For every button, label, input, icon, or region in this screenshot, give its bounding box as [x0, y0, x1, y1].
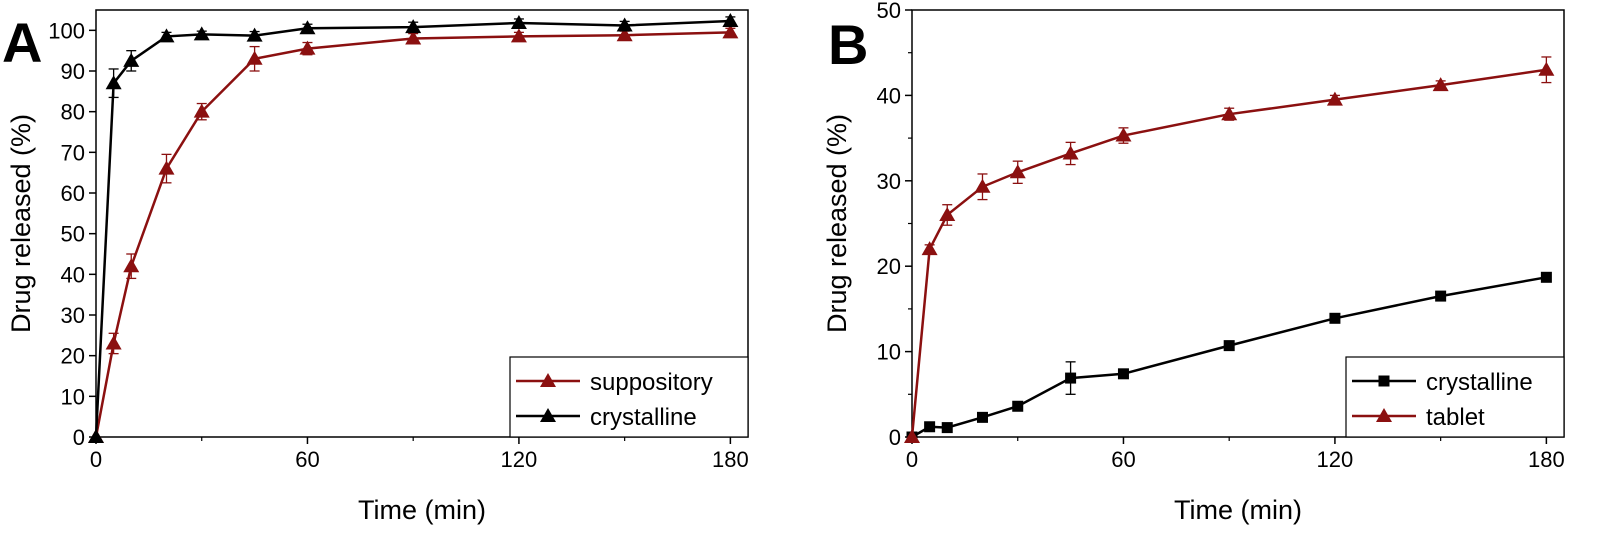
- y-tick-label: 10: [61, 384, 85, 409]
- y-tick-label: 40: [61, 262, 85, 287]
- y-tick-label: 90: [61, 59, 85, 84]
- y-tick-label: 20: [877, 254, 901, 279]
- data-point: [105, 75, 122, 90]
- data-point: [1065, 372, 1077, 384]
- data-point: [939, 206, 956, 221]
- data-point: [1326, 91, 1343, 106]
- panel-label: B: [828, 13, 868, 76]
- y-tick-label: 40: [877, 83, 901, 108]
- data-point: [1223, 340, 1235, 352]
- x-tick-label: 60: [1111, 447, 1135, 472]
- data-point: [722, 24, 739, 39]
- series-tablet: [904, 56, 1555, 443]
- y-tick-label: 50: [877, 0, 901, 23]
- y-tick-label: 30: [61, 303, 85, 328]
- data-point: [193, 103, 210, 118]
- x-tick-label: 120: [1317, 447, 1354, 472]
- data-point: [924, 421, 936, 433]
- data-point: [1329, 312, 1341, 324]
- data-point: [616, 17, 633, 32]
- y-tick-label: 30: [877, 169, 901, 194]
- series-crystalline: [88, 12, 739, 443]
- data-point: [1435, 290, 1447, 302]
- data-point: [246, 50, 263, 65]
- data-point: [88, 429, 104, 443]
- legend-label: crystalline: [1426, 369, 1533, 396]
- legend-marker: [1376, 408, 1392, 422]
- y-tick-label: 20: [61, 344, 85, 369]
- data-point: [193, 26, 210, 41]
- legend-label: tablet: [1426, 404, 1485, 431]
- data-point: [616, 27, 633, 42]
- data-point: [510, 15, 527, 30]
- data-point: [405, 30, 422, 45]
- y-tick-label: 80: [61, 100, 85, 125]
- data-point: [1221, 106, 1238, 121]
- x-axis-title: Time (min): [1174, 495, 1302, 525]
- data-point: [299, 20, 316, 35]
- legend-box: [509, 356, 749, 438]
- data-point: [976, 411, 988, 423]
- data-point: [1538, 61, 1555, 76]
- series-crystalline: [906, 271, 1552, 443]
- y-axis-title: Drug released (%): [6, 114, 36, 333]
- y-axis-title: Drug released (%): [822, 114, 852, 333]
- data-point: [123, 52, 140, 67]
- x-axis-title: Time (min): [358, 495, 486, 525]
- data-point: [158, 160, 175, 175]
- y-tick-label: 10: [877, 340, 901, 365]
- x-tick-label: 60: [295, 447, 319, 472]
- data-point: [246, 27, 263, 42]
- panel-label: A: [2, 11, 42, 74]
- data-point: [105, 335, 122, 350]
- data-point: [1115, 127, 1132, 142]
- plot-frame: [95, 9, 749, 438]
- legend: suppository crystalline: [509, 356, 749, 438]
- legend-label: suppository: [590, 369, 713, 396]
- chart-panel-a: A 0 10 20 30 40 50 60 70 80 90 100 0 60 120 180 Time (mi…: [2, 9, 749, 525]
- legend-box: [1345, 356, 1565, 438]
- legend-marker: [540, 373, 556, 387]
- legend-marker: [1378, 375, 1390, 387]
- data-point: [974, 178, 991, 193]
- legend: crystalline tablet: [1345, 356, 1565, 438]
- x-tick-label: 180: [1528, 447, 1565, 472]
- data-point: [1117, 368, 1129, 380]
- x-tick-label: 120: [501, 447, 538, 472]
- data-point: [941, 422, 953, 434]
- data-point: [1540, 271, 1552, 283]
- y-tick-label: 50: [61, 222, 85, 247]
- data-point: [158, 28, 175, 43]
- data-point: [510, 28, 527, 43]
- x-tick-label: 180: [712, 447, 749, 472]
- x-tick-label: 0: [90, 447, 102, 472]
- y-tick-label: 70: [61, 140, 85, 165]
- data-point: [722, 12, 739, 27]
- data-point: [299, 40, 316, 55]
- chart-panel-b: B 0 10 20 30 40 50 0 60 120 180 Time (min) Drug rele…: [822, 0, 1565, 525]
- y-tick-label: 0: [73, 425, 85, 450]
- data-point: [904, 429, 920, 443]
- data-point: [1432, 77, 1449, 92]
- data-point: [123, 258, 140, 273]
- data-point: [1062, 145, 1079, 160]
- x-tick-label: 0: [906, 447, 918, 472]
- data-point: [1009, 164, 1026, 179]
- data-point: [921, 241, 938, 256]
- y-tick-label: 0: [889, 425, 901, 450]
- data-point: [1012, 400, 1024, 412]
- legend-marker: [540, 408, 556, 422]
- series-suppository: [88, 24, 739, 443]
- legend-label: crystalline: [590, 404, 697, 431]
- data-point: [405, 19, 422, 34]
- y-tick-label: 100: [48, 18, 85, 43]
- y-tick-label: 60: [61, 181, 85, 206]
